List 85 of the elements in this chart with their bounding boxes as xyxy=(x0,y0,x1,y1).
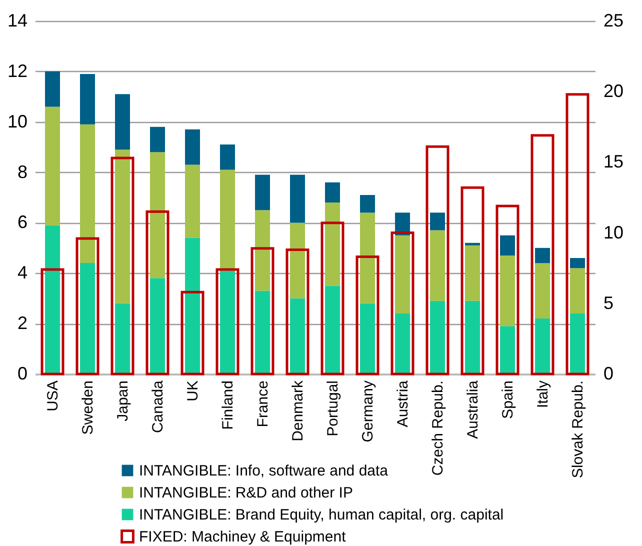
bar xyxy=(45,71,60,107)
bar xyxy=(185,164,200,238)
bar xyxy=(115,303,130,374)
bar xyxy=(465,242,480,246)
bar xyxy=(290,222,305,298)
x-tick-label: Sweden xyxy=(80,380,96,435)
y2-tick-label: 0 xyxy=(604,364,614,384)
bar xyxy=(570,258,585,268)
bar xyxy=(290,298,305,374)
x-tick-label: Japan xyxy=(114,380,132,422)
bar xyxy=(566,93,590,376)
y2-tick-label: 20 xyxy=(604,81,624,102)
bar xyxy=(185,129,200,165)
bar xyxy=(80,263,95,374)
bar xyxy=(360,194,375,213)
bar xyxy=(290,174,305,223)
y-tick-label: 14 xyxy=(7,10,28,30)
bar xyxy=(430,212,445,230)
bar xyxy=(325,202,340,286)
bar xyxy=(465,245,480,301)
bar xyxy=(426,145,450,376)
bar xyxy=(80,124,95,264)
bar xyxy=(460,186,484,376)
x-tick-label: Austria xyxy=(394,380,412,428)
bar xyxy=(80,74,95,124)
x-tick-label: Portugal xyxy=(324,380,342,436)
y-tick-label: 10 xyxy=(7,111,28,132)
bar xyxy=(115,150,130,304)
bar xyxy=(255,210,270,291)
y-tick-label: 12 xyxy=(7,60,28,81)
legend-label: INTANGIBLE: R&D and other IP xyxy=(139,484,353,502)
x-tick-label: UK xyxy=(184,380,202,402)
bar xyxy=(535,248,550,264)
x-tick-label: Czech Repub. xyxy=(430,380,446,476)
bar xyxy=(395,313,410,374)
bar xyxy=(500,235,515,256)
y-tick-label: 0 xyxy=(17,364,28,384)
bar xyxy=(360,303,375,374)
bar xyxy=(496,204,520,376)
bar xyxy=(255,174,270,210)
x-tick-label: Germany xyxy=(360,380,376,442)
y2-tick-label: 5 xyxy=(604,292,614,313)
bar xyxy=(570,313,585,374)
bar xyxy=(465,300,480,374)
bar xyxy=(535,263,550,319)
bar xyxy=(150,278,165,374)
legend-label: INTANGIBLE: Info, software and data xyxy=(139,462,389,480)
y2-tick-label: 25 xyxy=(604,10,624,30)
y-tick-label: 6 xyxy=(17,212,28,232)
bar xyxy=(535,318,550,374)
x-tick-label: Finland xyxy=(220,380,236,430)
bar xyxy=(150,152,165,278)
bar xyxy=(45,225,60,374)
bar xyxy=(115,94,130,150)
bar xyxy=(500,255,515,326)
bar xyxy=(220,170,235,271)
bar xyxy=(325,286,340,374)
x-tick-label: Italy xyxy=(534,380,552,408)
legend-label: INTANGIBLE: Brand Equity, human capital, org. capital xyxy=(139,506,504,524)
x-tick-label: Canada xyxy=(150,380,166,434)
bar xyxy=(150,126,165,152)
y-tick-label: 4 xyxy=(17,262,28,283)
y2-tick-label: 15 xyxy=(604,152,624,172)
y-tick-label: 8 xyxy=(17,162,28,182)
bar xyxy=(220,144,235,170)
x-tick-label: USA xyxy=(44,380,62,412)
bar xyxy=(570,268,585,314)
x-tick-label: France xyxy=(254,380,272,428)
y-tick-label: 2 xyxy=(17,313,28,334)
bar xyxy=(530,134,554,376)
x-tick-label: Spain xyxy=(500,380,516,419)
bar xyxy=(395,235,410,314)
x-tick-label: Slovak Repub. xyxy=(570,380,586,478)
bar xyxy=(360,212,375,304)
bar xyxy=(45,106,60,226)
x-tick-label: Denmark xyxy=(290,380,306,442)
bar xyxy=(500,326,515,374)
bar xyxy=(430,300,445,374)
x-tick-label: Australia xyxy=(464,380,482,439)
bar xyxy=(325,182,340,203)
bar xyxy=(185,238,200,374)
y2-tick-label: 10 xyxy=(604,222,624,242)
bar xyxy=(255,290,270,374)
bar xyxy=(430,230,445,301)
legend-label: FIXED: Machiney & Equipment xyxy=(139,528,347,546)
